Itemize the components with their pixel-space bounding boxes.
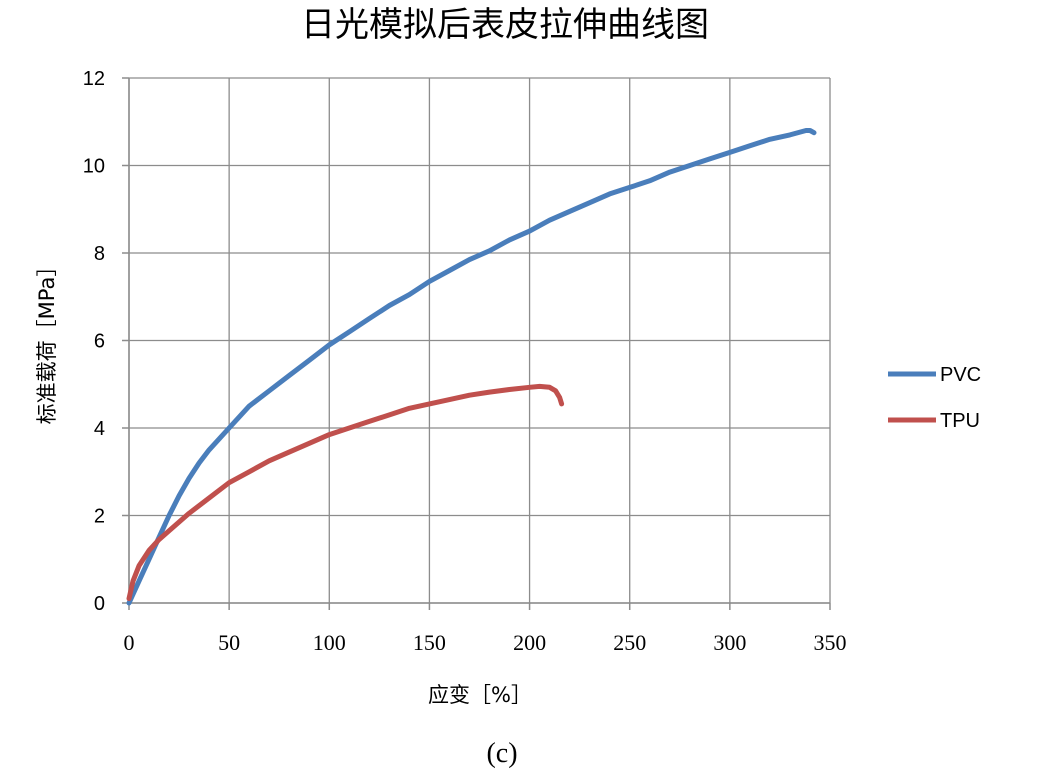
series-line-tpu bbox=[126, 383, 565, 602]
y-tick-label: 4 bbox=[94, 418, 105, 440]
grid bbox=[128, 77, 831, 604]
series-line-pvc bbox=[126, 128, 817, 606]
x-tick-label: 200 bbox=[513, 630, 546, 655]
x-tick-label: 0 bbox=[124, 630, 135, 655]
y-tick-label: 6 bbox=[94, 331, 105, 353]
x-axis-label: 应变［%］ bbox=[428, 683, 532, 707]
legend-label-pvc: PVC bbox=[940, 364, 981, 386]
x-tick-label: 50 bbox=[218, 630, 240, 655]
y-tick-label: 0 bbox=[94, 593, 105, 615]
y-tick-label: 8 bbox=[94, 243, 105, 265]
legend-label-tpu: TPU bbox=[940, 410, 980, 432]
tick-labels: 0 2 4 6 8 10 12 0 50 100 150 200 250 300 350 bbox=[83, 68, 847, 655]
x-tick-label: 100 bbox=[313, 630, 346, 655]
x-tick-label: 350 bbox=[814, 630, 847, 655]
y-tick-label: 10 bbox=[83, 156, 105, 178]
y-tick-label: 2 bbox=[94, 506, 105, 528]
y-tick-label: 12 bbox=[83, 68, 105, 90]
chart-title: 日光模拟后表皮拉伸曲线图 bbox=[301, 5, 709, 45]
legend: PVC TPU bbox=[888, 364, 981, 432]
series bbox=[126, 128, 817, 606]
x-tick-label: 250 bbox=[613, 630, 646, 655]
x-tick-label: 150 bbox=[413, 630, 446, 655]
axes bbox=[122, 77, 831, 610]
figure-caption: (c) bbox=[486, 738, 517, 769]
y-axis-label: 标准载荷［MPa］ bbox=[35, 256, 59, 425]
x-tick-label: 300 bbox=[713, 630, 746, 655]
